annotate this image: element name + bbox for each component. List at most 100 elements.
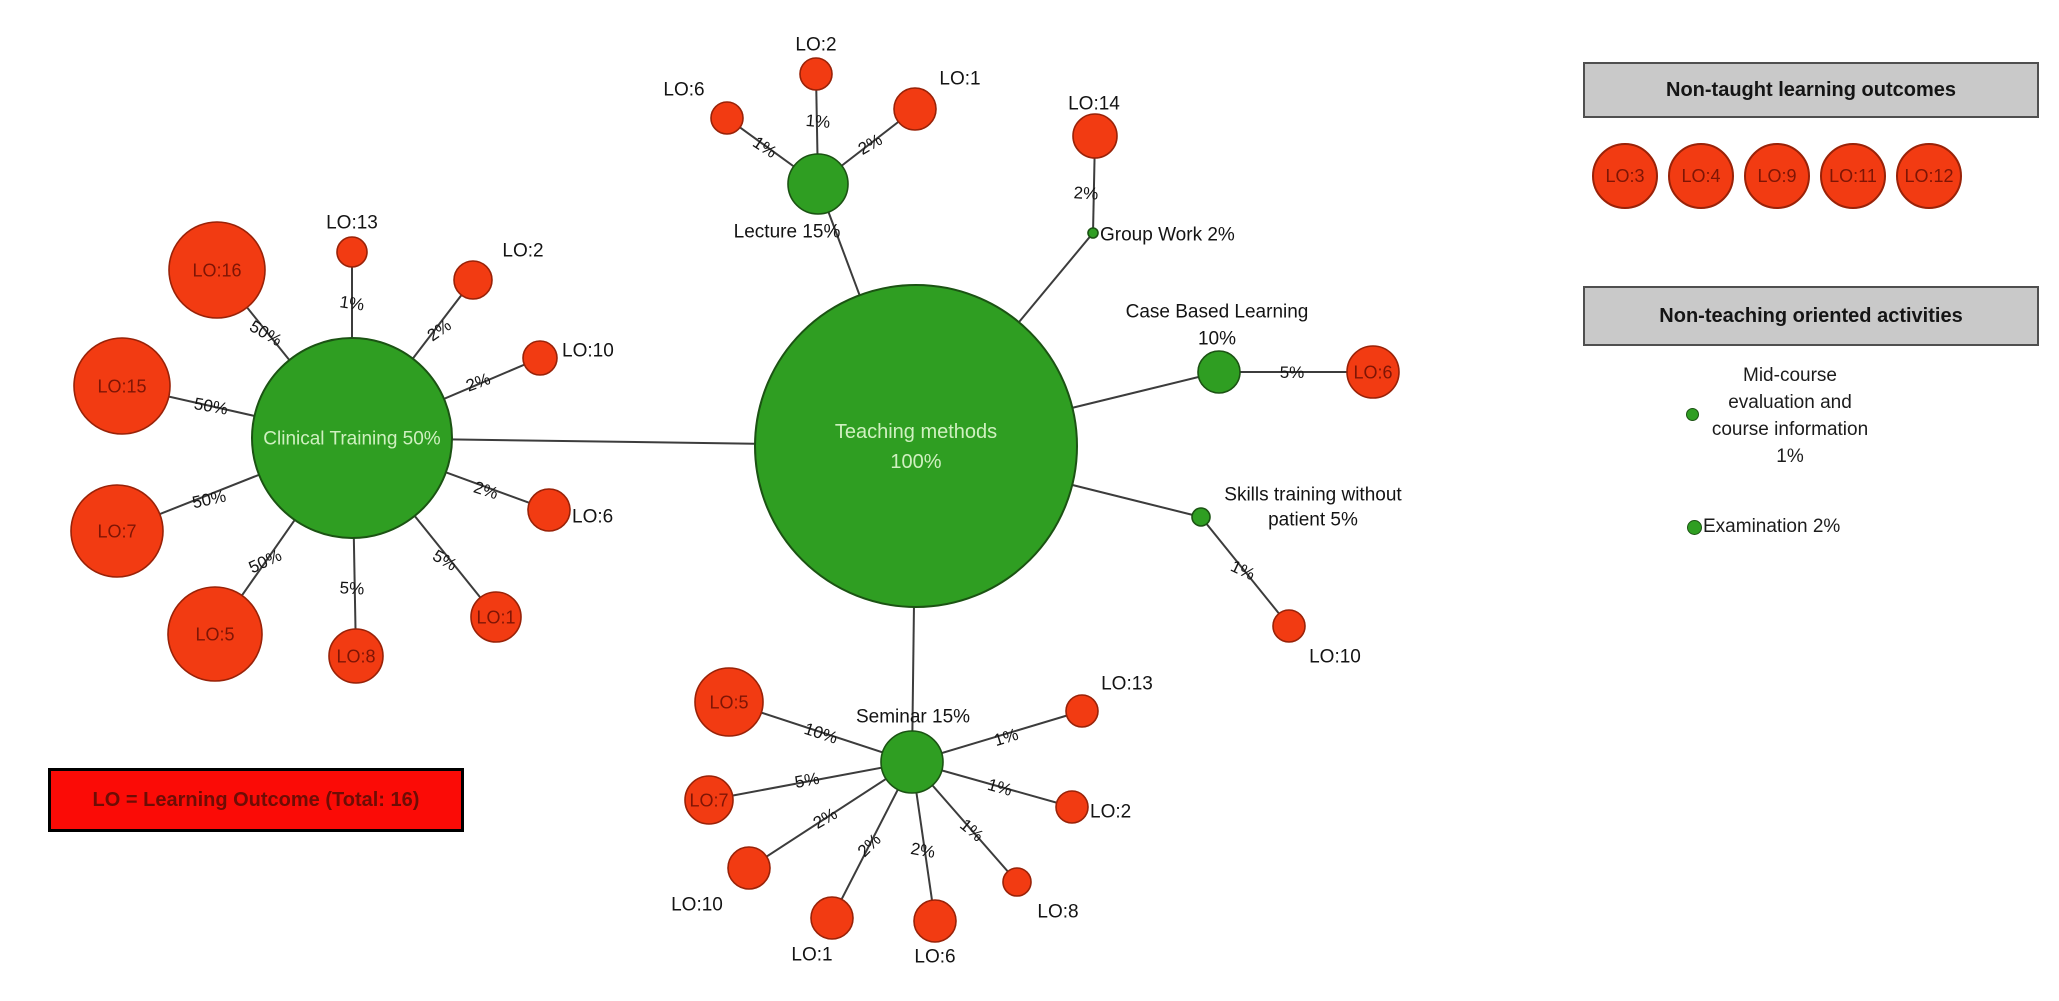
edge-label-ct-ct_lo8: 5% <box>339 578 365 598</box>
legend-non-teaching-title: Non-teaching oriented activities <box>1659 305 1963 327</box>
label-sem_lo1: LO:1 <box>791 945 832 966</box>
node-sem_lo6 <box>913 899 957 943</box>
label-lo14: LO:14 <box>1068 94 1120 115</box>
label-lec_lo6: LO:6 <box>663 80 704 101</box>
label-sem_lo2: LO:2 <box>1090 802 1131 823</box>
examination-dot-icon <box>1687 519 1702 535</box>
legend-non-taught-title: Non-taught learning outcomes <box>1666 79 1956 101</box>
label-sem_lo5: LO:5 <box>709 692 748 712</box>
label-ct_lo16: LO:16 <box>192 260 241 280</box>
edge-label-ct-ct_lo6: 2% <box>471 478 500 504</box>
node-sk <box>1191 507 1211 527</box>
legend-outcome-lo-9: LO:9 <box>1744 143 1810 209</box>
label-ct_lo13: LO:13 <box>326 213 378 234</box>
edge-label-lec-lec_lo2: 1% <box>805 111 831 132</box>
node-ct <box>251 337 453 539</box>
node-lec_lo2 <box>799 57 833 91</box>
edge-label-ct-ct_lo13: 1% <box>338 292 365 314</box>
label-gw: Group Work 2% <box>1100 225 1235 246</box>
label-ct_lo6: LO:6 <box>572 507 613 528</box>
node-gw <box>1087 227 1099 239</box>
edge-sk-sk_lo10 <box>1200 516 1290 627</box>
label-ct_lo15: LO:15 <box>97 376 146 396</box>
edge-sem-sem_lo10 <box>748 761 913 869</box>
node-sem_lo10 <box>727 846 771 890</box>
label-sk_lo10: LO:10 <box>1309 647 1361 668</box>
edge-label-sem-sem_lo2: 1% <box>985 775 1014 800</box>
label-lec_lo2: LO:2 <box>795 35 836 56</box>
edge-label-sem-sem_lo10: 2% <box>810 804 841 833</box>
edge-label-sem-sem_lo6: 2% <box>909 839 937 862</box>
edge-label-ct-ct_lo2: 2% <box>424 316 455 346</box>
edge-label-sem-sem_lo7: 5% <box>793 769 821 792</box>
node-lo14 <box>1072 113 1118 159</box>
label-ct_lo5: LO:5 <box>195 624 234 644</box>
legend-outcome-lo-12: LO:12 <box>1896 143 1962 209</box>
node-cbl <box>1197 350 1241 394</box>
lo-note-text: LO = Learning Outcome (Total: 16) <box>92 789 420 811</box>
mid-course-dot-icon <box>1686 408 1699 421</box>
node-sem_lo1 <box>810 896 854 940</box>
edge-label-ct-ct_lo7: 50% <box>190 487 227 513</box>
edge-label-ct-ct_lo10: 2% <box>463 369 493 395</box>
node-sem_lo13 <box>1065 694 1099 728</box>
legend-outcome-lo-4: LO:4 <box>1668 143 1734 209</box>
node-ct_lo8 <box>328 628 384 684</box>
label-ct_lo7: LO:7 <box>97 521 136 541</box>
legend-non-taught-header: Non-taught learning outcomes <box>1583 62 2039 118</box>
node-cbl_lo6 <box>1346 345 1400 399</box>
node-ct_lo5 <box>167 586 263 682</box>
legend-non-taught-items: LO:3 LO:4 LO:9 LO:11 LO:12 <box>1592 143 1962 209</box>
edge-sem-sem_lo7 <box>708 761 913 801</box>
label-sem_lo13: LO:13 <box>1101 674 1153 695</box>
node-tm <box>754 284 1078 608</box>
edge-label-sem-sem_lo1: 2% <box>854 830 885 861</box>
label-tm: Teaching methods 100% <box>835 421 997 473</box>
examination-item: Examination 2% <box>1687 516 1840 538</box>
node-ct_lo1 <box>470 591 522 643</box>
label-sk: Skills training without patient 5% <box>1224 485 1402 531</box>
legend-outcome-lo-11: LO:11 <box>1820 143 1886 209</box>
node-ct_lo10 <box>522 340 558 376</box>
edge-label-sem-sem_lo5: 10% <box>802 719 840 748</box>
node-ct_lo15 <box>73 337 171 435</box>
edge-label-ct-ct_lo5: 50% <box>246 546 285 578</box>
lo-note-box: LO = Learning Outcome (Total: 16) <box>48 768 464 832</box>
label-ct_lo10: LO:10 <box>562 341 614 362</box>
label-cbl: Case Based Learning 10% <box>1126 302 1309 350</box>
node-ct_lo6 <box>527 488 571 532</box>
node-sem_lo5 <box>694 667 764 737</box>
edge-label-ct-ct_lo16: 50% <box>246 317 285 350</box>
label-sem_lo7: LO:7 <box>689 790 728 810</box>
label-sem: Seminar 15% <box>856 707 970 728</box>
node-lec_lo1 <box>893 87 937 131</box>
label-sem_lo6: LO:6 <box>914 947 955 968</box>
edge-label-sk-sk_lo10: 1% <box>1228 557 1258 585</box>
node-sk_lo10 <box>1272 609 1306 643</box>
edge-label-cbl-cbl_lo6: 5% <box>1280 363 1305 382</box>
edge-label-sem-sem_lo8: 1% <box>956 815 987 845</box>
node-ct_lo13 <box>336 236 368 268</box>
label-lec_lo1: LO:1 <box>939 69 980 90</box>
label-cbl_lo6: LO:6 <box>1353 362 1392 382</box>
node-sem_lo2 <box>1055 790 1089 824</box>
label-sem_lo8: LO:8 <box>1037 902 1078 923</box>
label-ct_lo2: LO:2 <box>502 241 543 262</box>
node-lec_lo6 <box>710 101 744 135</box>
edge-label-ct-ct_lo1: 5% <box>429 546 460 575</box>
node-sem <box>880 730 944 794</box>
label-ct_lo8: LO:8 <box>336 646 375 666</box>
node-ct_lo2 <box>453 260 493 300</box>
node-lec <box>787 153 849 215</box>
label-ct: Clinical Training 50% <box>263 429 441 450</box>
edge-label-gw-lo14: 2% <box>1073 183 1099 203</box>
edge-label-sem-sem_lo13: 1% <box>992 725 1021 750</box>
examination-label: Examination 2% <box>1703 516 1841 537</box>
node-ct_lo16 <box>168 221 266 319</box>
label-ct_lo1: LO:1 <box>476 607 515 627</box>
node-sem_lo7 <box>684 775 734 825</box>
legend-outcome-lo-3: LO:3 <box>1592 143 1658 209</box>
node-ct_lo7 <box>70 484 164 578</box>
